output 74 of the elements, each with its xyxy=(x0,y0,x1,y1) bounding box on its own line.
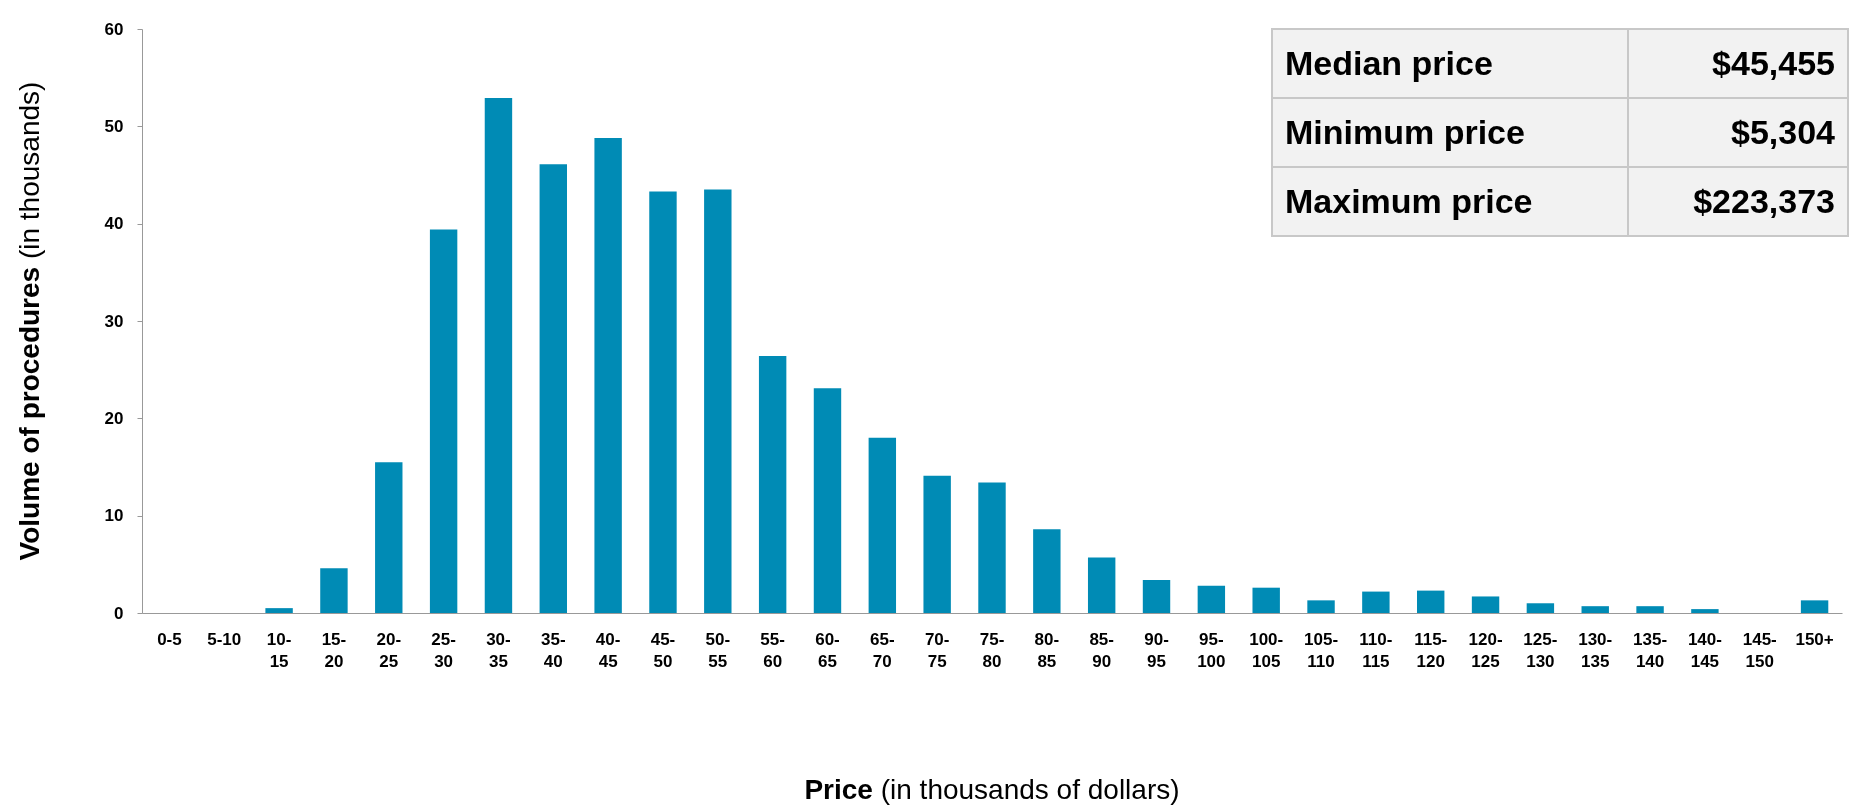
bar xyxy=(1581,606,1609,613)
annotation: $45,455 xyxy=(1628,29,1848,98)
x-tick-label: 140-145 xyxy=(1687,629,1722,671)
y-tick-label: 60 xyxy=(104,19,124,39)
x-tick-label: 5-10 xyxy=(207,629,242,649)
y-tick-label: 40 xyxy=(104,214,124,234)
x-tick-label: 130-135 xyxy=(1578,629,1613,671)
x-tick-label: 15-20 xyxy=(321,629,347,671)
bar xyxy=(1033,529,1061,613)
annotation: Minimum price xyxy=(1272,98,1628,167)
bar xyxy=(1800,600,1829,613)
x-tick-label: 110-115 xyxy=(1359,629,1393,671)
x-tick-label: 100-105 xyxy=(1249,629,1284,671)
x-tick-label: 145-150 xyxy=(1742,629,1777,671)
x-tick-label: 150+ xyxy=(1795,629,1834,649)
bar xyxy=(429,229,458,613)
bar xyxy=(868,437,897,613)
bar xyxy=(704,189,732,613)
bar xyxy=(1197,585,1226,613)
bar xyxy=(1142,579,1171,613)
annotation: $5,304 xyxy=(1628,98,1848,167)
x-tick-label: 20-25 xyxy=(376,629,402,671)
y-tick-label: 20 xyxy=(104,408,124,428)
bar xyxy=(1691,609,1719,613)
x-tick-label: 50-55 xyxy=(705,629,731,671)
bar xyxy=(1307,600,1335,613)
bar xyxy=(1636,606,1664,613)
x-tick-label: 80-85 xyxy=(1034,629,1060,671)
x-tick-label: 60-65 xyxy=(815,629,840,671)
x-tick-label: 90-95 xyxy=(1144,629,1169,671)
bar xyxy=(649,191,677,613)
x-tick-label: 65-70 xyxy=(870,629,895,671)
annotation: Median price xyxy=(1272,29,1628,98)
x-tick-label: 70-75 xyxy=(924,629,950,671)
x-tick-label: 30-35 xyxy=(486,629,511,671)
bar xyxy=(1526,603,1555,613)
bar xyxy=(539,164,567,613)
y-tick-label: 50 xyxy=(104,116,124,136)
x-tick-label: 25-30 xyxy=(431,629,456,671)
x-tick-label: 115-120 xyxy=(1414,629,1448,671)
bar xyxy=(484,98,513,613)
bar xyxy=(265,608,293,613)
y-axis-title: Volume of procedures (in thousands) xyxy=(14,81,46,561)
x-tick-label: 125-130 xyxy=(1523,629,1558,671)
y-tick-label: 30 xyxy=(104,311,124,331)
x-axis-title: Price (in thousands of dollars) xyxy=(804,774,1180,806)
bar xyxy=(978,482,1006,613)
x-tick-label: 45-50 xyxy=(650,629,676,671)
bar xyxy=(758,356,787,613)
y-tick-label: 10 xyxy=(104,506,124,526)
bar xyxy=(1252,587,1280,613)
bar xyxy=(1362,591,1390,613)
annotation: Maximum price xyxy=(1272,167,1628,236)
x-tick-label: 105-110 xyxy=(1304,629,1339,671)
x-tick-label: 55-60 xyxy=(760,629,785,671)
bar xyxy=(320,568,348,613)
x-tick-label: 120-125 xyxy=(1468,629,1503,671)
annotation: $223,373 xyxy=(1628,167,1848,236)
x-tick-label: 135-140 xyxy=(1633,629,1668,671)
x-tick-label: 95-100 xyxy=(1197,629,1226,671)
bar xyxy=(813,388,842,613)
x-tick-label: 75-80 xyxy=(979,629,1005,671)
x-tick-label: 35-40 xyxy=(541,629,566,671)
x-tick-label: 0-5 xyxy=(157,629,182,649)
y-tick-label: 0 xyxy=(114,603,124,623)
bar xyxy=(923,475,951,613)
bar xyxy=(1087,557,1116,613)
bar xyxy=(1417,590,1445,613)
bar xyxy=(1471,596,1500,613)
bar xyxy=(375,462,403,613)
x-tick-label: 40-45 xyxy=(595,629,621,671)
x-tick-label: 10-15 xyxy=(266,629,292,671)
bar xyxy=(594,138,622,613)
x-tick-label: 85-90 xyxy=(1089,629,1114,671)
